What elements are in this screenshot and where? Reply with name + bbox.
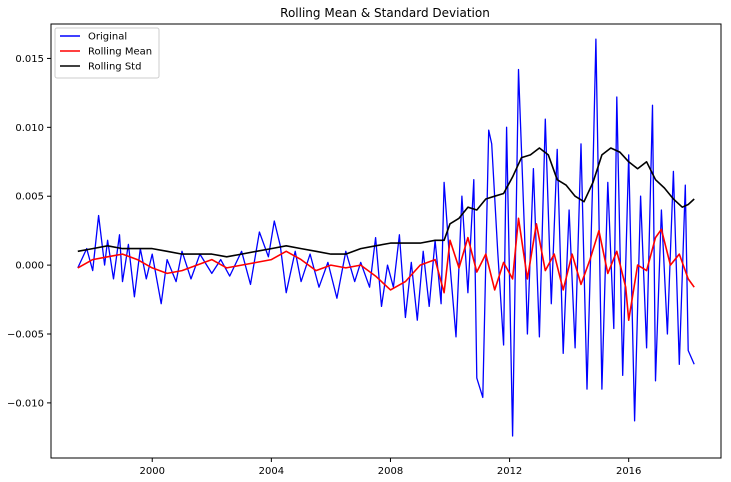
y-tick-label: 0.000 — [15, 261, 44, 272]
plot-frame — [50, 23, 722, 459]
legend-label-rolling-std: Rolling Std — [88, 62, 141, 73]
y-tick-label: 0.010 — [15, 123, 44, 134]
x-tick-label: 2008 — [378, 466, 403, 477]
y-axis: −0.010 −0.005 0.000 0.005 0.010 0.015 — [7, 54, 51, 409]
legend: Original Rolling Mean Rolling Std — [54, 27, 160, 79]
series-layer — [77, 38, 695, 437]
x-tick-label: 2004 — [259, 466, 284, 477]
legend-label-rolling-mean: Rolling Mean — [88, 47, 152, 58]
legend-box — [54, 27, 160, 79]
y-tick-label: −0.005 — [7, 330, 44, 341]
y-tick-label: −0.010 — [7, 398, 44, 409]
y-tick-label: 0.015 — [15, 54, 44, 65]
chart-title: Rolling Mean & Standard Deviation — [280, 6, 490, 20]
series-line-rolling-std — [77, 147, 695, 258]
y-tick-label: 0.005 — [15, 192, 44, 203]
series-line-rolling-mean — [77, 217, 695, 322]
x-tick-label: 2000 — [140, 466, 165, 477]
legend-label-original: Original — [88, 32, 127, 43]
x-tick-label: 2012 — [497, 466, 522, 477]
x-tick-label: 2016 — [616, 466, 641, 477]
x-axis: 2000 2004 2008 2012 2016 — [140, 458, 641, 477]
